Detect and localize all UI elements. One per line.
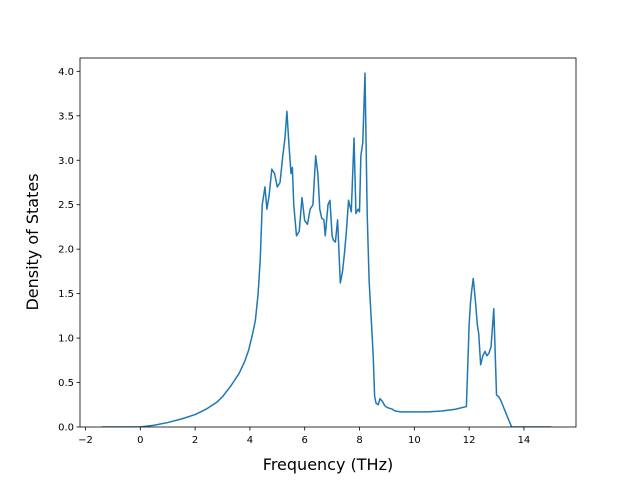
y-tick-label: 0.0 — [58, 423, 74, 434]
axes-frame — [79, 57, 577, 428]
x-tick-label: 2 — [192, 435, 198, 446]
x-tick-label: 6 — [302, 435, 308, 446]
y-tick-label: 0.5 — [58, 378, 74, 389]
x-tick-label: 8 — [356, 435, 362, 446]
x-tick-label: 12 — [463, 435, 476, 446]
y-tick-label: 3.5 — [58, 111, 74, 122]
x-tick-label: −2 — [78, 435, 93, 446]
y-tick-label: 2.0 — [58, 245, 74, 256]
series-line-0 — [101, 72, 552, 427]
x-tick-label: 14 — [518, 435, 531, 446]
x-tick-label: 4 — [247, 435, 253, 446]
y-tick-label: 1.5 — [58, 289, 74, 300]
x-tick-label: 0 — [137, 435, 143, 446]
y-tick-label: 2.5 — [58, 200, 74, 211]
plot-area: −2 0 2 4 6 8 10 12 14 0.0 0.5 1.0 1.5 2.0 2.5 3.0 3.5 4.0 — [58, 57, 577, 446]
y-tick-label: 4.0 — [58, 67, 74, 78]
y-axis-label: Density of States — [23, 173, 42, 310]
y-tick-label: 3.0 — [58, 156, 74, 167]
x-axis-label: Frequency (THz) — [263, 455, 393, 474]
x-tick-label: 10 — [408, 435, 421, 446]
y-tick-label: 1.0 — [58, 334, 74, 345]
